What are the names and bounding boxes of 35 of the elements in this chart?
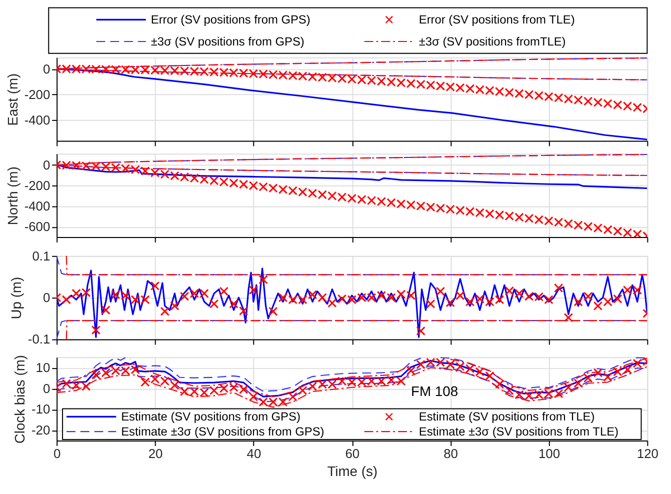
x-tick-label: 40 [246,446,262,461]
y-axis-title: Up (m) [8,276,24,320]
legend-label: ±3σ (SV positions from GPS) [150,34,304,48]
y-tick-label: -200 [24,178,50,194]
y-tick-label: -400 [24,112,50,128]
legend-label: Estimate (SV positions from GPS) [121,410,300,424]
y-tick-label: 0 [42,61,50,76]
legend-label: Estimate ±3σ (SV positions from GPS) [121,424,324,439]
y-tick-label: -400 [24,198,50,214]
x-tick-label: 80 [444,446,458,461]
x-tick-label: 20 [148,446,163,461]
legend-label: Error (SV positions from GPS) [150,12,310,27]
x-tick-label: 120 [636,446,658,461]
x-axis-title: Time (s) [327,462,378,479]
y-tick-label: 0 [42,290,50,306]
y-tick-label: -200 [24,87,50,102]
annotation: FM 108 [411,383,458,400]
x-tick-label: 60 [345,446,360,461]
y-tick-label: 0.1 [32,248,50,264]
y-tick-label: -20 [31,422,50,438]
y-tick-label: -0.1 [28,332,50,347]
x-tick-label: 0 [53,446,61,461]
y-tick-label: 10 [36,360,50,376]
legend-label: Estimate (SV positions from TLE) [418,410,595,424]
y-axis-title: North (m) [4,166,20,226]
y-axis-title: East (m) [4,73,20,126]
legend-label: Error (SV positions from TLE) [418,12,575,27]
y-tick-label: -10 [31,402,50,417]
y-tick-label: 0 [42,380,50,396]
legend-label: ±3σ (SV positions fromTLE) [418,34,566,48]
y-tick-label: 0 [42,157,50,172]
x-tick-label: 100 [538,446,560,461]
y-tick-label: -600 [24,219,50,234]
y-axis-title: Clock bias (m) [12,355,28,444]
legend-label: Estimate ±3σ (SV positions from TLE) [418,424,619,439]
